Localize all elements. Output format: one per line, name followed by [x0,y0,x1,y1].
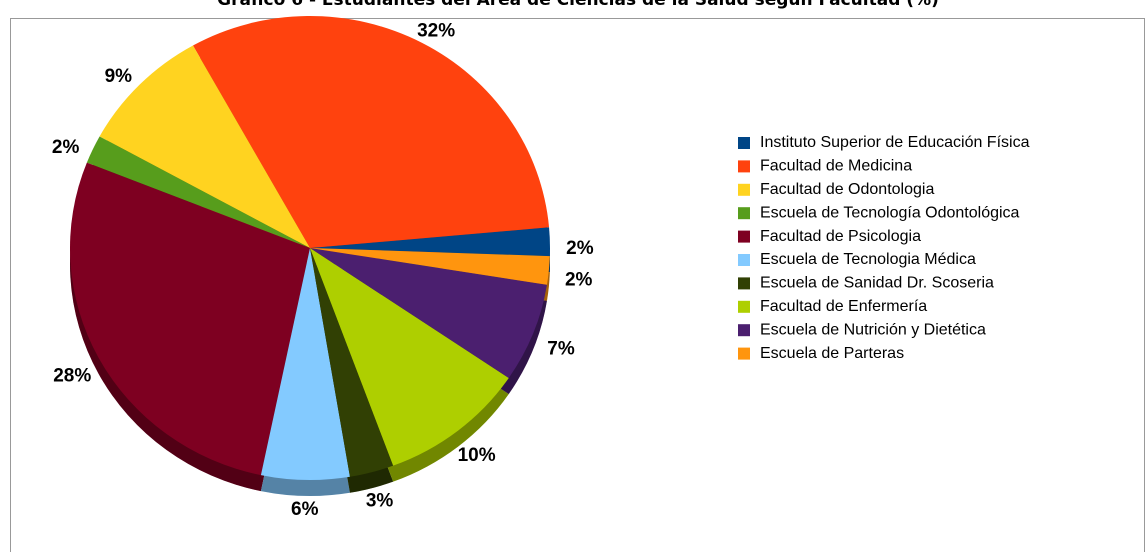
legend-label: Facultad de Medicina [760,158,912,175]
legend-swatch [738,183,750,196]
slice [310,248,550,285]
slice [70,162,311,476]
data-label: 2% [565,270,593,291]
slice [260,248,350,481]
data-label: 2% [52,137,80,158]
legend-swatch [738,207,750,220]
legend-swatch [738,160,750,173]
slice [310,248,509,466]
data-label: 10% [458,445,496,466]
legend-label: Escuela de Tecnologia Médica [760,251,976,268]
legend-label: Instituto Superior de Educación Física [760,134,1030,151]
data-label: 7% [547,339,575,360]
legend-label: Escuela de Sanidad Dr. Scoseria [760,275,994,292]
slice [86,136,311,248]
data-label: 28% [53,365,91,386]
legend-swatch [738,230,750,243]
legend-label: Facultad de Psicologia [760,228,921,245]
slice [310,248,394,477]
data-label: 3% [366,490,394,511]
legend: Instituto Superior de Educación Física Fa… [738,134,1030,362]
slice [310,248,547,378]
pie: 2% 32% 9% 2% 28% 6% 3% 10% 7% 2% [52,15,594,520]
data-label: 9% [105,66,133,87]
legend-label: Escuela de Parteras [760,345,904,362]
chart-title: Gráfico 6 - Estudiantes del Área de Cien… [217,0,939,10]
data-label: 2% [566,238,594,259]
legend-swatch [738,324,750,337]
legend-label: Escuela de Nutrición y Dietética [760,321,986,338]
legend-swatch [738,254,750,266]
legend-swatch [738,300,750,313]
data-label: 32% [417,20,455,41]
legend-swatch [738,277,750,290]
frame [10,18,1145,552]
slice [99,45,310,248]
slice [192,15,550,249]
legend-label: Facultad de Odontologia [760,181,934,198]
data-label: 6% [291,499,319,520]
legend-label: Facultad de Enfermería [760,298,927,315]
legend-swatch [738,347,750,360]
legend-swatch [738,137,750,149]
slice [310,227,551,257]
legend-label: Escuela de Tecnología Odontológica [760,204,1020,221]
